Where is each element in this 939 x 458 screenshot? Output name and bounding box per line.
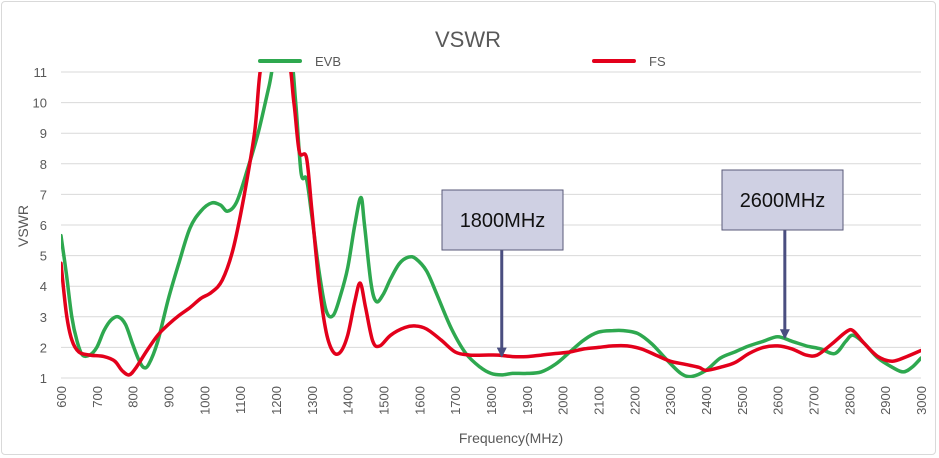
x-tick-label: 2100 <box>592 386 607 415</box>
x-tick-label: 2500 <box>735 386 750 415</box>
x-tick-label: 1800 <box>484 386 499 415</box>
x-axis-label: Frequency(MHz) <box>459 430 563 446</box>
y-tick-label: 5 <box>40 249 47 264</box>
callout-label: 1800MHz <box>460 210 546 232</box>
x-tick-label: 3000 <box>914 386 929 415</box>
y-axis-label: VSWR <box>15 205 31 247</box>
series-lines <box>61 72 921 378</box>
legend-label-evb: EVB <box>315 54 341 69</box>
callouts: 1800MHz 2600MHz <box>441 169 844 358</box>
x-tick-label: 2200 <box>627 386 642 415</box>
x-tick-label: 1500 <box>377 386 392 415</box>
callout-box <box>721 169 844 231</box>
y-tick-label: 3 <box>40 310 47 325</box>
callout-box <box>441 189 564 251</box>
x-tick-label: 1000 <box>197 386 212 415</box>
x-tick-label: 800 <box>126 386 141 408</box>
y-tick-label: 8 <box>40 157 47 172</box>
y-tick-label: 4 <box>40 279 47 294</box>
y-tick-label: 6 <box>40 218 47 233</box>
x-tick-labels: 600 700 800 900 1000 1100 1200 1300 1400 1500 1600… <box>54 386 929 415</box>
x-tick-label: 600 <box>54 386 69 408</box>
callout-label: 2600MHz <box>740 190 826 212</box>
series-line-evb <box>61 72 921 378</box>
x-tick-label: 1300 <box>305 386 320 415</box>
y-tick-label: 1 <box>40 371 47 386</box>
x-tick-label: 2400 <box>699 386 714 415</box>
x-tick-label: 1600 <box>412 386 427 415</box>
y-tick-labels: 1 2 3 4 5 6 7 8 9 10 11 <box>33 65 47 386</box>
x-tick-label: 2800 <box>842 386 857 415</box>
x-tick-label: 2000 <box>556 386 571 415</box>
x-tick-label: 1200 <box>269 386 284 415</box>
legend-label-fs: FS <box>649 54 666 69</box>
x-tick-label: 2900 <box>878 386 893 415</box>
x-tick-label: 2600 <box>771 386 786 415</box>
x-tick-label: 1400 <box>341 386 356 415</box>
legend: EVB FS <box>258 54 666 69</box>
y-tick-label: 9 <box>40 126 47 141</box>
series-line-fs <box>61 72 921 377</box>
x-tick-label: 900 <box>162 386 177 408</box>
y-tick-label: 2 <box>40 340 47 355</box>
x-tick-label: 1900 <box>520 386 535 415</box>
x-tick-label: 1100 <box>233 386 248 414</box>
chart-title: VSWR <box>435 27 501 52</box>
y-tick-label: 10 <box>33 96 47 111</box>
x-tick-label: 700 <box>90 386 105 408</box>
x-tick-label: 2700 <box>807 386 822 415</box>
x-tick-label: 2300 <box>663 386 678 415</box>
y-tick-label: 11 <box>34 65 48 80</box>
y-tick-label: 7 <box>40 187 47 202</box>
x-tick-label: 1700 <box>448 386 463 415</box>
